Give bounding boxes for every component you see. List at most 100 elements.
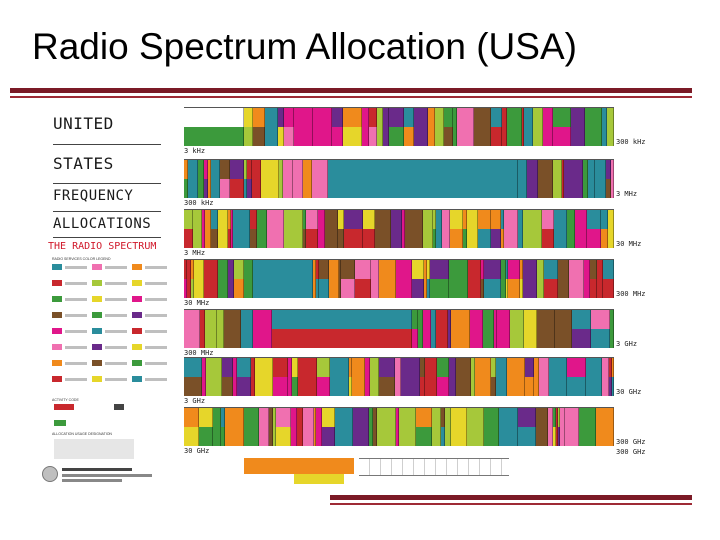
allocation-block (437, 377, 449, 396)
allocation-block (291, 408, 297, 446)
allocation-block (520, 279, 523, 298)
allocation-block (431, 310, 436, 329)
allocation-block (474, 108, 491, 146)
allocation-block (204, 179, 208, 198)
allocation-block (391, 210, 402, 248)
allocation-block (272, 329, 412, 348)
allocation-block (591, 329, 610, 348)
allocation-block (538, 160, 553, 198)
heading-states: STATES (53, 154, 114, 173)
allocation-block (373, 408, 377, 446)
allocation-block (208, 160, 211, 179)
allocation-block (237, 377, 251, 396)
allocation-usage-title: ALLOCATION USAGE DESIGNATION (52, 432, 112, 436)
allocation-block (230, 179, 244, 198)
allocation-block (267, 210, 284, 248)
allocation-block (501, 210, 504, 229)
allocation-block (425, 358, 437, 396)
allocation-block (524, 108, 533, 146)
allocation-block (508, 260, 520, 279)
allocation-block (228, 229, 231, 248)
legend-label (145, 298, 167, 301)
allocation-block (208, 179, 211, 198)
allocation-block (233, 358, 237, 396)
allocation-block (491, 358, 496, 377)
legend-swatch (132, 344, 142, 350)
allocation-block (414, 108, 428, 146)
legend-swatch (52, 280, 62, 286)
allocation-block (211, 229, 218, 248)
allocation-block (379, 358, 395, 377)
allocation-block (231, 210, 233, 248)
allocation-block (416, 427, 432, 446)
allocation-block (184, 427, 199, 446)
frequency-scale (184, 259, 614, 260)
allocation-block (602, 108, 607, 127)
allocation-block (432, 408, 441, 446)
allocation-block (475, 358, 491, 396)
allocation-block (436, 210, 442, 248)
allocation-block (420, 358, 425, 377)
allocation-block (344, 229, 363, 248)
allocation-block (549, 358, 567, 396)
allocation-block (453, 108, 457, 146)
allocation-block (389, 108, 404, 127)
legend-label (145, 346, 167, 349)
allocation-block (353, 408, 369, 427)
legend-label (105, 330, 127, 333)
allocation-block (205, 310, 217, 348)
allocation-block (595, 160, 606, 198)
heading-allocations: ALLOCATIONS (53, 216, 152, 232)
allocation-block (273, 408, 276, 446)
allocation-block (244, 108, 253, 127)
allocation-block (230, 160, 244, 179)
allocation-block (442, 210, 450, 248)
allocation-block (603, 279, 614, 298)
frequency-scale (184, 309, 614, 310)
allocation-block (325, 210, 338, 248)
allocation-block (294, 108, 313, 146)
allocation-block (481, 279, 484, 298)
allocation-block (484, 260, 501, 279)
allocation-block (602, 127, 607, 146)
allocation-block (352, 358, 365, 396)
allocation-block (261, 160, 279, 198)
allocation-block (278, 127, 284, 146)
allocation-block (536, 408, 548, 446)
allocation-block (199, 408, 213, 427)
legend-swatch (52, 296, 62, 302)
allocation-block (338, 229, 344, 248)
legend-swatch (52, 312, 62, 318)
allocation-block (542, 210, 554, 229)
allocation-block (339, 260, 341, 298)
allocation-block (269, 408, 273, 446)
allocation-block (284, 210, 303, 248)
allocation-block (562, 160, 564, 198)
allocation-block (184, 229, 193, 248)
allocation-block (504, 210, 518, 248)
allocation-block (257, 210, 267, 248)
allocation-block (253, 108, 265, 127)
allocation-block (508, 279, 520, 298)
allocation-block (427, 279, 430, 298)
allocation-block (553, 427, 556, 446)
activity-code-title: ACTIVITY CODE (52, 398, 79, 402)
allocation-block (548, 408, 553, 427)
allocation-block (606, 179, 611, 198)
allocation-block (184, 408, 199, 427)
allocation-block (463, 210, 467, 229)
allocation-block (575, 210, 587, 248)
allocation-block (483, 310, 494, 348)
bottom-detail-strip (294, 474, 344, 484)
allocation-block (533, 108, 543, 146)
allocation-block (590, 279, 597, 298)
allocation-block (583, 160, 588, 198)
band-start-label: 3 MHz (184, 249, 206, 257)
allocation-block (510, 310, 524, 348)
allocation-block (200, 310, 205, 348)
allocation-block (187, 279, 191, 298)
allocation-block (276, 427, 291, 446)
allocation-block (601, 210, 608, 229)
bottom-rule (330, 495, 692, 500)
allocation-block (343, 127, 362, 146)
